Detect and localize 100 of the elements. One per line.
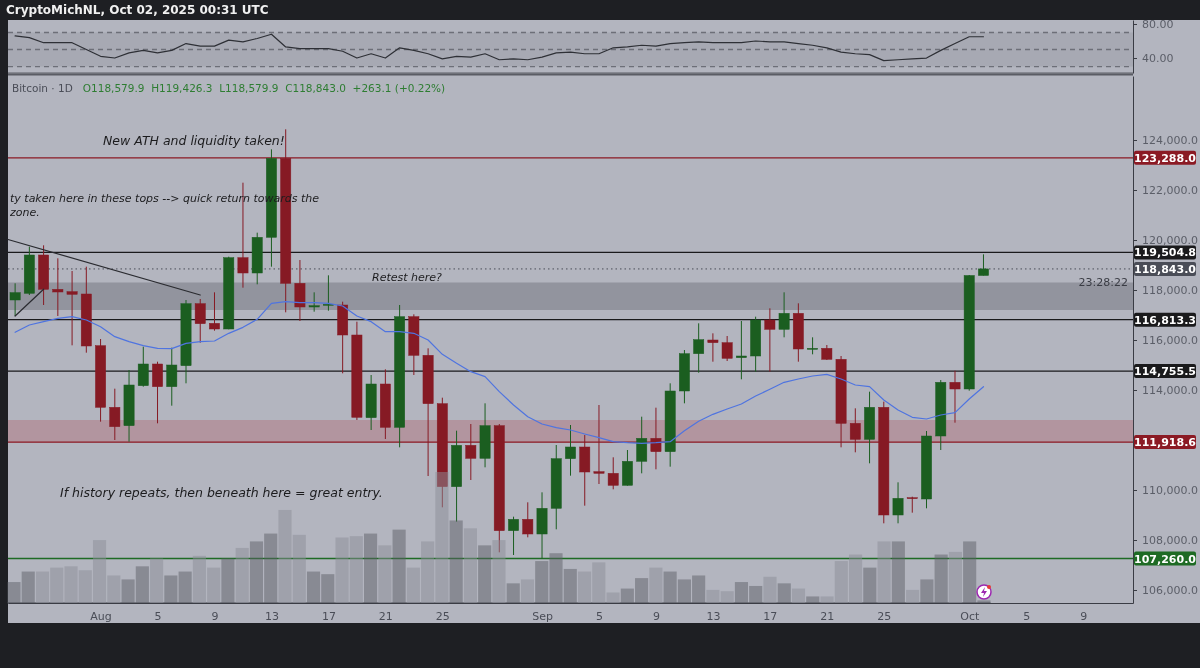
bar bbox=[649, 567, 663, 603]
bar bbox=[164, 575, 178, 603]
candlestick bbox=[764, 307, 776, 373]
bar bbox=[906, 589, 920, 603]
candlestick bbox=[693, 322, 705, 374]
y-tick-label: 118,000.0 bbox=[1142, 284, 1198, 298]
bar bbox=[150, 558, 164, 603]
bar bbox=[221, 558, 235, 603]
x-tick-label: 25 bbox=[877, 609, 892, 623]
x-tick-label: 21 bbox=[820, 609, 835, 623]
bar bbox=[806, 596, 820, 603]
candlestick bbox=[721, 335, 733, 362]
x-tick-label: 5 bbox=[1023, 609, 1031, 623]
bar bbox=[178, 571, 192, 603]
y-tick-label: 110,000.0 bbox=[1142, 484, 1198, 498]
x-tick-label: 13 bbox=[264, 609, 279, 623]
candlestick bbox=[892, 481, 904, 524]
candlestick bbox=[707, 332, 719, 363]
bar bbox=[235, 547, 249, 603]
bar bbox=[207, 567, 221, 603]
x-tick-label: 9 bbox=[652, 609, 660, 623]
x-tick-label: Sep bbox=[532, 609, 553, 623]
bar bbox=[7, 582, 21, 603]
y-tick-label: 40.00 bbox=[1142, 52, 1174, 66]
bar bbox=[492, 540, 506, 603]
candlestick bbox=[565, 424, 576, 477]
bar bbox=[107, 575, 121, 603]
ref-line-label: 123,288.0 bbox=[1134, 151, 1197, 165]
candlestick bbox=[294, 259, 306, 322]
bar bbox=[264, 533, 278, 603]
bar bbox=[720, 591, 734, 603]
bar bbox=[135, 566, 149, 603]
candlestick bbox=[9, 282, 21, 317]
ref-line-label: 114,755.5 bbox=[1134, 365, 1196, 379]
bar bbox=[92, 540, 107, 603]
bar bbox=[549, 553, 563, 603]
bar bbox=[463, 528, 477, 603]
candlestick bbox=[166, 347, 178, 407]
bar bbox=[734, 582, 749, 603]
bar bbox=[606, 592, 620, 603]
annotation: New ATH and liquidity taken! bbox=[103, 133, 285, 148]
bar bbox=[934, 554, 948, 603]
bar bbox=[378, 545, 392, 603]
bar bbox=[421, 541, 435, 603]
bar bbox=[820, 596, 834, 603]
bar bbox=[849, 554, 863, 603]
bar bbox=[335, 537, 349, 603]
candlestick bbox=[622, 449, 633, 487]
ref-line-label: 118,843.0 bbox=[1134, 262, 1197, 276]
y-tick-label: 120,000.0 bbox=[1142, 234, 1198, 248]
bar bbox=[364, 533, 378, 603]
bar bbox=[791, 588, 806, 603]
bar bbox=[749, 585, 763, 603]
bar bbox=[121, 579, 135, 603]
candlestick bbox=[607, 456, 619, 490]
annotation: 23:28:22 bbox=[1078, 276, 1128, 289]
bar bbox=[635, 578, 649, 603]
candlestick bbox=[778, 291, 790, 338]
x-tick-label: 21 bbox=[378, 609, 393, 623]
bar bbox=[563, 568, 577, 603]
x-tick-label: 5 bbox=[595, 609, 603, 623]
candlestick bbox=[66, 270, 78, 346]
line-series bbox=[14, 33, 985, 62]
ref-line-label: 111,918.6 bbox=[1134, 436, 1197, 450]
ref-line-label: 107,260.0 bbox=[1134, 552, 1197, 566]
y-tick-label: 108,000.0 bbox=[1142, 534, 1198, 548]
y-tick-label: 116,000.0 bbox=[1142, 334, 1198, 348]
bar bbox=[577, 571, 592, 603]
bar bbox=[35, 571, 50, 603]
text: O118,579.9 H119,426.3 L118,579.9 C118,843.0 +263.1 (+0.22%) bbox=[82, 82, 446, 94]
bar bbox=[349, 536, 363, 603]
bar bbox=[877, 541, 891, 603]
candlestick bbox=[522, 501, 534, 538]
x-tick-label: Aug bbox=[90, 609, 112, 623]
x-tick-label: 9 bbox=[211, 609, 219, 623]
bar bbox=[763, 576, 777, 603]
y-tick-label: 122,000.0 bbox=[1142, 184, 1198, 198]
x-tick-label: 17 bbox=[763, 609, 778, 623]
candlestick bbox=[323, 274, 334, 312]
bar bbox=[506, 583, 520, 603]
candlestick bbox=[978, 253, 989, 276]
x-tick-label: Oct bbox=[960, 609, 980, 623]
bar bbox=[21, 571, 35, 603]
ref-line-label: 116,813.3 bbox=[1134, 313, 1196, 327]
x-tick-label: 13 bbox=[706, 609, 721, 623]
bar bbox=[278, 509, 292, 603]
bar bbox=[920, 579, 934, 603]
text: Bitcoin · 1D bbox=[12, 82, 73, 94]
x-tick-label: 17 bbox=[321, 609, 336, 623]
bar bbox=[64, 566, 78, 603]
x-tick-label: 25 bbox=[435, 609, 450, 623]
annotation: If history repeats, then beneath here = great entry. bbox=[60, 485, 383, 500]
candlestick bbox=[736, 320, 747, 380]
bar bbox=[948, 551, 962, 603]
bar bbox=[592, 562, 606, 603]
bar bbox=[620, 588, 634, 603]
candlestick bbox=[508, 516, 519, 556]
candlestick bbox=[209, 291, 220, 332]
bar bbox=[306, 571, 321, 603]
bar bbox=[977, 600, 991, 603]
